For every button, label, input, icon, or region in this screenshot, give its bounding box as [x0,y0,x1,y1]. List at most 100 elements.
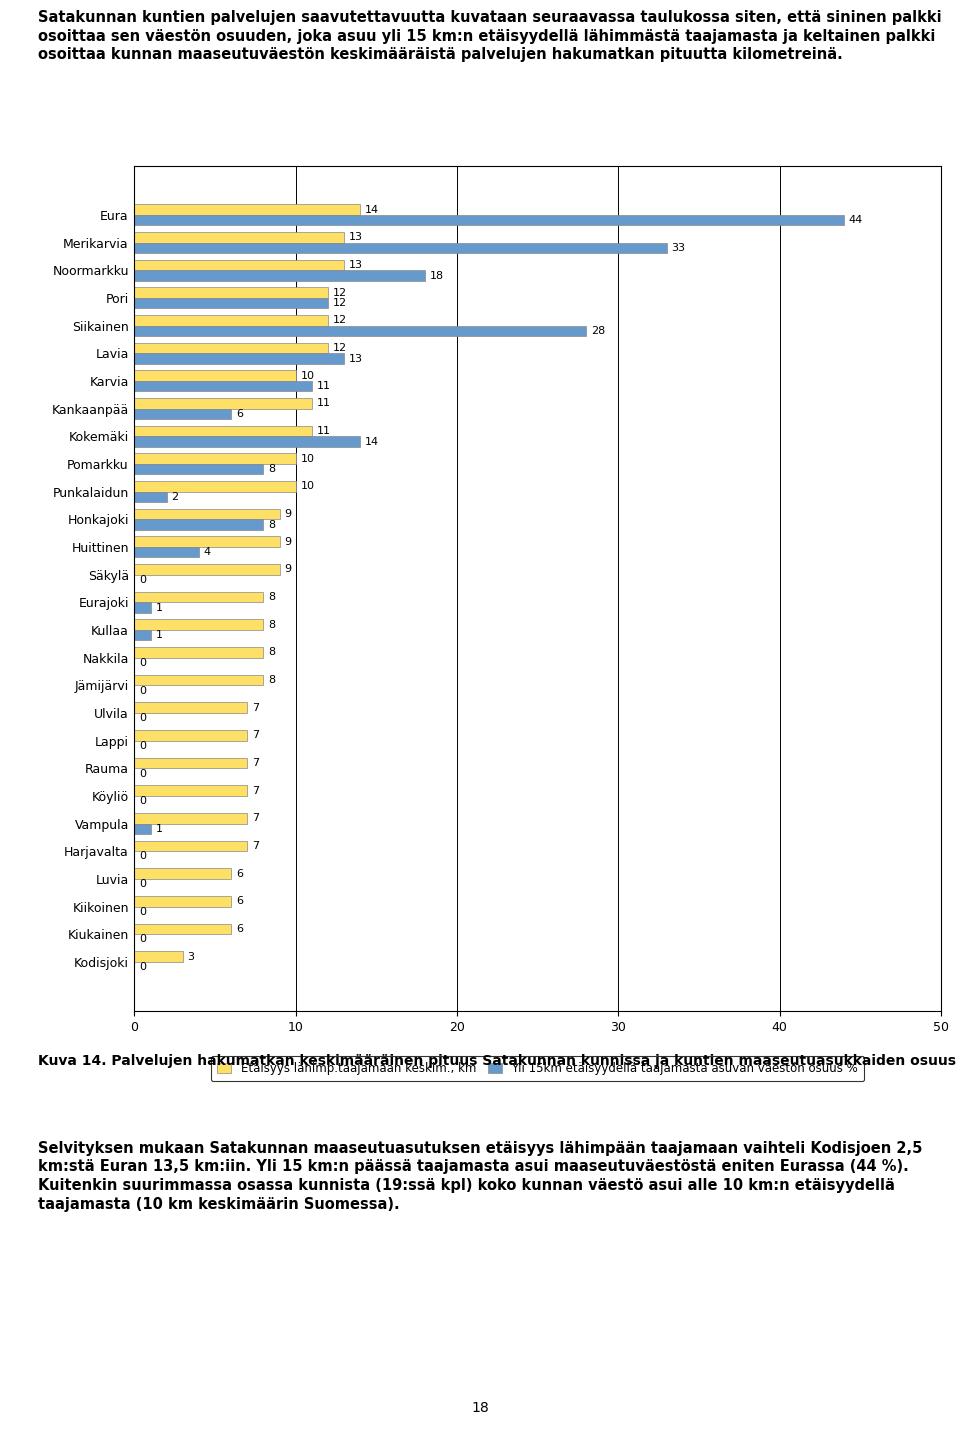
Bar [134,840,248,851]
Text: 6: 6 [236,869,243,878]
Text: 14: 14 [365,205,379,215]
Bar [134,813,248,823]
Bar [134,702,248,713]
Text: 12: 12 [333,315,347,325]
Bar [134,786,248,796]
Bar [134,232,344,243]
Text: 0: 0 [139,934,146,944]
Text: 0: 0 [139,713,146,723]
Text: 9: 9 [284,565,292,575]
Text: 9: 9 [284,510,292,518]
Bar [134,243,666,253]
Text: 6: 6 [236,924,243,934]
Text: 0: 0 [139,796,146,806]
Text: 1: 1 [156,602,162,612]
Bar [134,592,263,602]
Text: 0: 0 [139,741,146,751]
Text: 4: 4 [204,547,211,557]
Text: Satakunnan kuntien palvelujen saavutettavuutta kuvataan seuraavassa taulukossa s: Satakunnan kuntien palvelujen saavutetta… [38,10,942,62]
Text: 10: 10 [300,481,315,491]
Text: 8: 8 [268,592,276,602]
Bar [134,399,312,409]
Text: 8: 8 [268,647,276,657]
Bar [134,426,312,436]
Text: 11: 11 [317,399,330,409]
Text: 10: 10 [300,371,315,381]
Bar [134,520,263,530]
Bar [134,215,844,225]
Bar [134,731,248,741]
Text: 28: 28 [590,326,605,336]
Text: 8: 8 [268,464,276,474]
Bar [134,547,199,557]
Bar [134,342,328,354]
Bar [134,491,167,503]
Bar [134,409,231,419]
Bar [134,326,586,336]
Bar [134,630,151,641]
Text: 1: 1 [156,825,162,833]
Bar [134,371,296,381]
Text: 1: 1 [156,630,162,640]
Text: 11: 11 [317,426,330,436]
Text: 11: 11 [317,381,330,391]
Bar [134,481,296,491]
Text: 0: 0 [139,879,146,890]
Bar [134,952,182,962]
Bar [134,287,328,297]
Bar [134,270,424,280]
Text: 7: 7 [252,786,259,796]
Bar [134,619,263,630]
Text: 0: 0 [139,686,146,696]
Text: 7: 7 [252,758,259,768]
Text: 10: 10 [300,453,315,464]
Text: 0: 0 [139,768,146,778]
Text: Kuva 14. Palvelujen hakumatkan keskimääräinen pituus Satakunnan kunnissa ja kunt: Kuva 14. Palvelujen hakumatkan keskimäär… [38,1054,960,1069]
Bar [134,354,344,364]
Text: 8: 8 [268,619,276,630]
Text: 6: 6 [236,409,243,419]
Text: 0: 0 [139,907,146,917]
Text: 13: 13 [348,354,363,364]
Text: 13: 13 [348,260,363,270]
Text: 8: 8 [268,520,276,530]
Bar [134,297,328,309]
Bar [134,453,296,464]
Text: 8: 8 [268,674,276,684]
Bar [134,436,360,446]
Text: 18: 18 [471,1401,489,1415]
Bar [134,897,231,907]
Text: 0: 0 [139,575,146,585]
Text: 13: 13 [348,232,363,243]
Text: 44: 44 [849,215,863,225]
Bar [134,565,279,575]
Text: 7: 7 [252,840,259,851]
Text: Selvityksen mukaan Satakunnan maaseutuasutuksen etäisyys lähimpään taajamaan vai: Selvityksen mukaan Satakunnan maaseutuas… [38,1141,923,1212]
Text: 12: 12 [333,344,347,352]
Bar [134,464,263,475]
Bar [134,602,151,612]
Bar [134,508,279,520]
Text: 12: 12 [333,287,347,297]
Text: 2: 2 [172,492,179,503]
Text: 7: 7 [252,813,259,823]
Text: 33: 33 [671,243,685,253]
Bar [134,924,231,934]
Legend: Etäisyys lähimp.taajamaan keskim., km, Yli 15km etäisyydellä taajamasta asuvan v: Etäisyys lähimp.taajamaan keskim., km, Y… [211,1056,864,1082]
Text: 18: 18 [429,270,444,280]
Text: 14: 14 [365,436,379,446]
Bar [134,536,279,547]
Text: 9: 9 [284,537,292,547]
Text: 7: 7 [252,703,259,713]
Bar [134,260,344,270]
Bar [134,381,312,391]
Bar [134,674,263,686]
Bar [134,315,328,326]
Bar [134,868,231,879]
Text: 7: 7 [252,731,259,741]
Text: 6: 6 [236,897,243,907]
Text: 0: 0 [139,852,146,862]
Bar [134,647,263,657]
Bar [134,823,151,835]
Text: 0: 0 [139,962,146,972]
